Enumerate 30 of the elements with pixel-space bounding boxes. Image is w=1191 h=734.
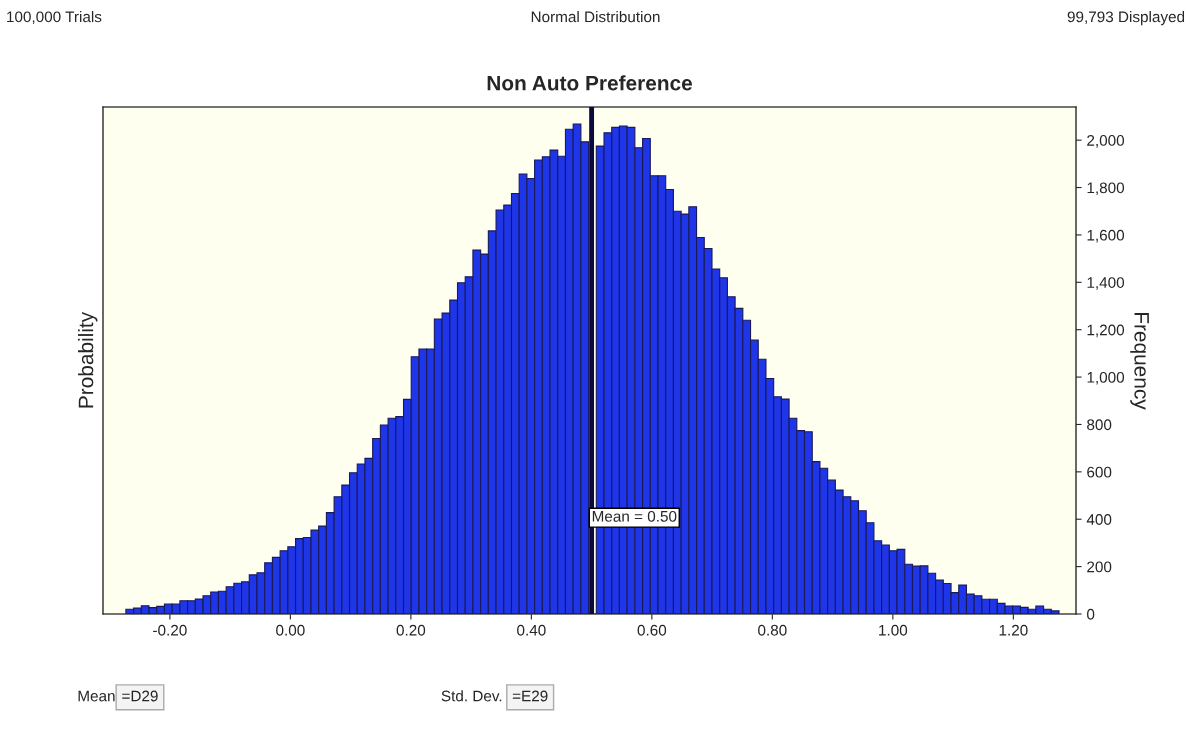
y2-tick-label: 600 [1087,466,1112,478]
y2-tick-label: 800 [1087,419,1112,431]
y2-tick-label: 1,000 [1087,371,1125,385]
x-tick-label: 0.80 [758,624,787,636]
y2-tick-label: 1,400 [1087,277,1125,290]
ref-line-label: Mean = 0.50 [592,510,677,522]
text: Std. Dev. [441,690,502,702]
y2-tick-label: 200 [1087,561,1112,573]
text: =E29 [512,690,548,702]
text: Normal Distribution [531,11,660,23]
text: 99,793 Displayed [1067,11,1185,26]
y-axis-title: Probability [78,311,98,408]
y2-axis-title: Frequency [1130,313,1149,410]
y2-tick-label: 1,600 [1087,229,1125,243]
text: Mean [78,690,115,702]
x-tick-label: 0.00 [276,624,305,636]
x-tick-label: -0.20 [153,624,187,636]
x-tick-label: 0.40 [517,624,546,636]
chart-title: Non Auto Preference [487,75,693,91]
x-tick-label: 1.00 [879,624,908,636]
y2-tick-label: 400 [1086,514,1112,525]
text: =D29 [122,690,158,702]
y2-tick-label: 1,200 [1087,324,1125,338]
text: 100,000 Trials [7,11,102,25]
y2-tick-label: 2,000 [1087,135,1125,148]
x-tick-label: 0.20 [396,624,426,636]
x-tick-label: 1.20 [999,624,1028,636]
y2-tick-label: 0 [1087,608,1095,620]
y2-tick-label: 1,800 [1087,182,1125,196]
x-tick-label: 0.60 [637,624,667,636]
